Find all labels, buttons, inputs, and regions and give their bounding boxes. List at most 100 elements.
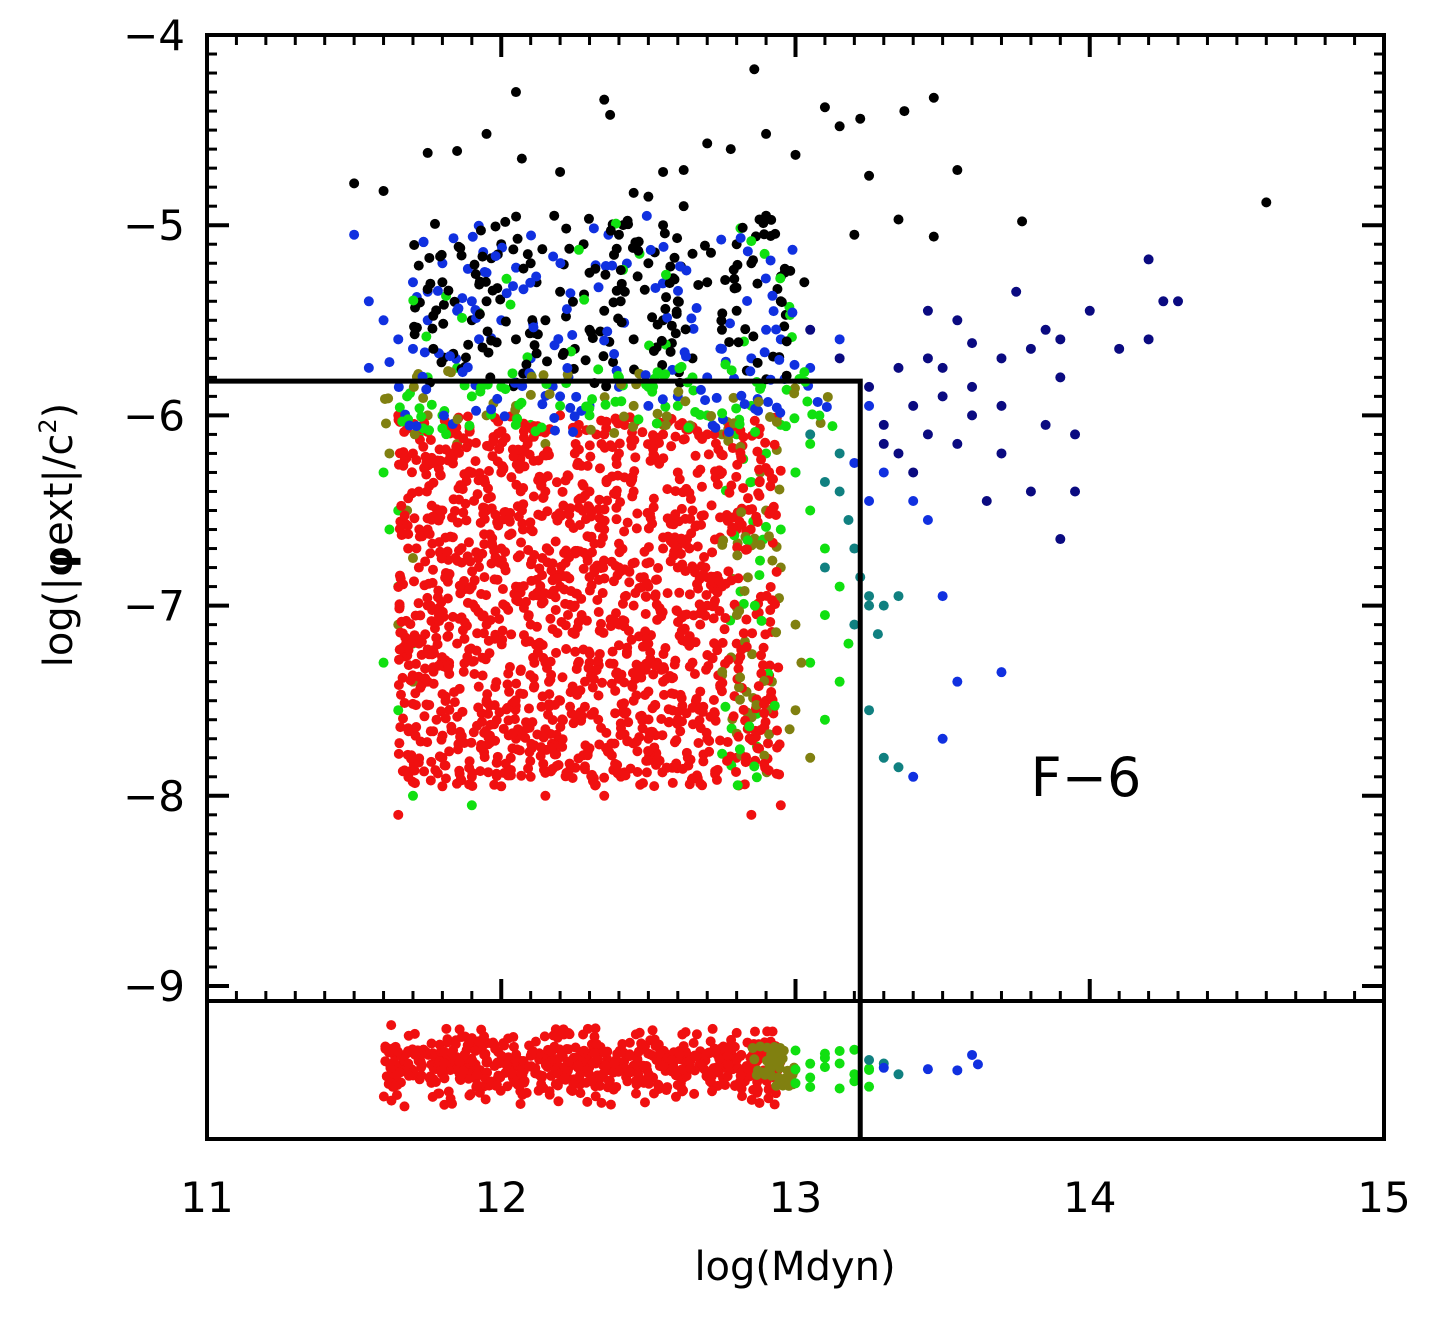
strip-point-red <box>533 1085 544 1096</box>
data-point-upper-cloud <box>731 282 742 293</box>
data-point-cloud <box>481 590 492 601</box>
data-point-cloud <box>454 765 465 776</box>
data-point-cloud <box>497 634 508 645</box>
data-point-cloud <box>523 544 534 555</box>
data-point-cloud <box>609 616 620 627</box>
data-point-cloud <box>491 768 502 779</box>
strip-point-green <box>805 1072 816 1083</box>
data-point-cloud <box>473 681 484 692</box>
strip-point-red <box>564 1029 575 1040</box>
data-point-cloud <box>662 513 673 524</box>
data-point-transition <box>507 368 518 379</box>
data-point-cloud <box>637 711 648 722</box>
data-point-upper-cloud <box>789 359 800 370</box>
data-point-cloud <box>606 556 617 567</box>
data-point-cloud <box>672 606 683 617</box>
strip-point-red <box>509 1076 520 1087</box>
data-point-cloud <box>568 602 579 613</box>
data-point-upper-cloud <box>561 223 572 234</box>
data-point-cloud <box>738 628 749 639</box>
data-point-cloud <box>483 466 494 477</box>
data-point-upper-cloud <box>579 294 590 305</box>
data-point-black <box>1261 197 1272 208</box>
data-point-black <box>481 128 492 139</box>
data-point-cloud <box>744 721 755 732</box>
data-point-cloud <box>670 655 681 666</box>
data-point-cloud <box>727 443 738 454</box>
strip-point-red <box>506 1068 517 1079</box>
strip-point-red <box>658 1060 669 1071</box>
data-point-cloud <box>749 600 760 611</box>
strip-point-red <box>441 1023 452 1034</box>
data-point-upper-cloud <box>645 244 656 255</box>
data-point-cloud <box>426 756 437 767</box>
data-point-cloud <box>399 454 410 465</box>
data-point-cloud <box>582 460 593 471</box>
data-point-cloud <box>573 419 584 430</box>
strip-point-red <box>608 1067 619 1078</box>
data-point-cloud <box>581 615 592 626</box>
strip-point-red <box>624 1067 635 1078</box>
data-point-cloud <box>424 529 435 540</box>
data-point-transition <box>414 403 425 414</box>
data-point-cloud <box>491 715 502 726</box>
strip-point-green <box>805 1082 816 1093</box>
data-point-cloud <box>723 566 734 577</box>
data-point-cloud <box>613 640 624 651</box>
data-point-cloud <box>769 439 780 450</box>
data-point-cloud <box>637 778 648 789</box>
strip-point-teal <box>893 1069 904 1080</box>
data-point-cloud <box>477 670 488 681</box>
data-point-transition <box>711 392 722 403</box>
data-point-red <box>540 790 551 801</box>
data-point-cloud <box>676 503 687 514</box>
data-point-cloud <box>506 629 517 640</box>
data-point-cloud <box>494 614 505 625</box>
data-point-blue <box>864 400 875 411</box>
data-point-cloud <box>624 577 635 588</box>
data-point-upper-cloud <box>662 312 673 323</box>
data-point-cloud <box>760 629 771 640</box>
data-point-red <box>437 781 448 792</box>
data-point-cloud <box>738 483 749 494</box>
strip-point-red <box>609 1058 620 1069</box>
strip-point-red <box>589 1031 600 1042</box>
data-point-cloud <box>535 742 546 753</box>
data-point-green <box>819 610 830 621</box>
data-point-black <box>834 121 845 132</box>
data-point-cloud <box>427 458 438 469</box>
data-point-transition <box>409 429 420 440</box>
data-point-cloud <box>565 701 576 712</box>
strip-point-red <box>559 1073 570 1084</box>
data-point-transition <box>762 397 773 408</box>
data-point-cloud <box>550 592 561 603</box>
data-point-upper-cloud <box>409 329 420 340</box>
data-point-cloud <box>703 449 714 460</box>
data-point-cloud <box>712 479 723 490</box>
data-point-upper-cloud <box>421 331 432 342</box>
data-point-black <box>790 149 801 160</box>
data-point-upper-cloud <box>605 225 616 236</box>
data-point-cloud <box>497 584 508 595</box>
data-point-cloud <box>490 735 501 746</box>
data-point-transition <box>680 396 691 407</box>
strip-point-red <box>746 1094 757 1105</box>
data-point-cloud <box>567 681 578 692</box>
data-point-cloud <box>640 591 651 602</box>
data-point-cloud <box>589 538 600 549</box>
data-point-teal <box>843 515 854 526</box>
data-point-cloud <box>557 486 568 497</box>
data-point-upper-cloud <box>610 218 621 229</box>
data-point-upper-cloud <box>429 218 440 229</box>
data-point-cloud <box>449 687 460 698</box>
data-point-cloud <box>479 572 490 583</box>
data-point-navy <box>1143 334 1154 345</box>
data-point-cloud <box>464 779 475 790</box>
data-point-upper-cloud <box>664 278 675 289</box>
data-point-upper-cloud <box>444 351 455 362</box>
data-point-cloud <box>553 760 564 771</box>
data-point-cloud <box>745 477 756 488</box>
data-point-cloud <box>674 587 685 598</box>
strip-point-red <box>674 1048 685 1059</box>
data-point-cloud <box>640 689 651 700</box>
